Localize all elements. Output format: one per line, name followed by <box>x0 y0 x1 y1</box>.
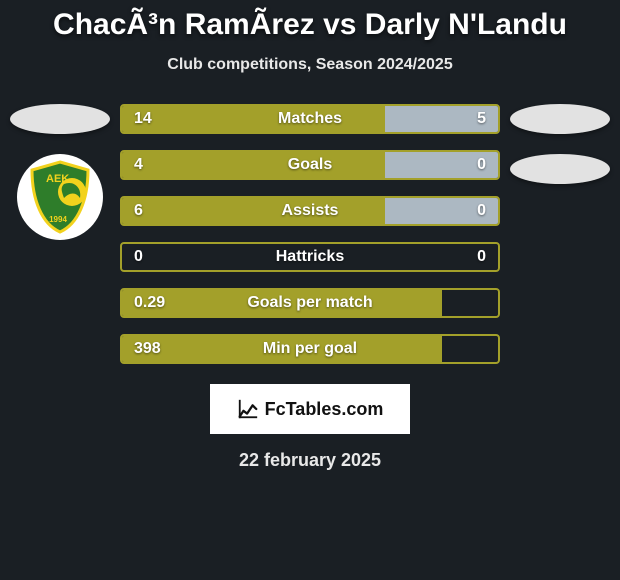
club-shield-icon: AEK 1994 <box>28 160 92 234</box>
stat-value-left: 4 <box>134 156 143 174</box>
stat-label: Hattricks <box>276 248 344 266</box>
stat-bar: Goals per match 0.29 <box>120 288 500 318</box>
stat-label: Matches <box>278 110 342 128</box>
stat-value-left: 398 <box>134 340 161 358</box>
left-player-column: AEK 1994 <box>10 104 110 240</box>
stat-value-left: 6 <box>134 202 143 220</box>
date-text: 22 february 2025 <box>0 450 620 471</box>
stat-label: Min per goal <box>263 340 357 358</box>
stat-bar: Goals 4 0 <box>120 150 500 180</box>
stat-bar-fill-left <box>122 152 385 178</box>
page-title: ChacÃ³n RamÃ­rez vs Darly N'Landu <box>0 0 620 42</box>
right-flag-ellipse <box>510 104 610 134</box>
stat-value-right: 0 <box>477 156 486 174</box>
stat-bar-fill-left <box>122 198 385 224</box>
right-club-ellipse <box>510 154 610 184</box>
svg-text:1994: 1994 <box>49 215 67 224</box>
watermark: FcTables.com <box>210 384 410 434</box>
watermark-text: FcTables.com <box>265 399 384 420</box>
stat-label: Goals <box>288 156 332 174</box>
stat-value-left: 0.29 <box>134 294 165 312</box>
stat-value-left: 14 <box>134 110 152 128</box>
stat-value-right: 0 <box>477 248 486 266</box>
stat-value-left: 0 <box>134 248 143 266</box>
stat-bar: Hattricks 0 0 <box>120 242 500 272</box>
left-club-badge: AEK 1994 <box>17 154 103 240</box>
stat-label: Assists <box>282 202 339 220</box>
stat-bar: Matches 14 5 <box>120 104 500 134</box>
right-player-column <box>510 104 610 184</box>
chart-icon <box>237 398 259 420</box>
stat-bar: Min per goal 398 <box>120 334 500 364</box>
stat-bar-fill-left <box>122 106 385 132</box>
svg-text:AEK: AEK <box>46 173 69 185</box>
content-area: AEK 1994 Matches145Goals40Assists60Hattr… <box>0 104 620 364</box>
stats-bars: Matches145Goals40Assists60Hattricks00Goa… <box>120 104 500 364</box>
stat-bar: Assists 6 0 <box>120 196 500 226</box>
stat-label: Goals per match <box>247 294 372 312</box>
stat-value-right: 5 <box>477 110 486 128</box>
left-flag-ellipse <box>10 104 110 134</box>
stat-value-right: 0 <box>477 202 486 220</box>
subtitle: Club competitions, Season 2024/2025 <box>0 56 620 74</box>
